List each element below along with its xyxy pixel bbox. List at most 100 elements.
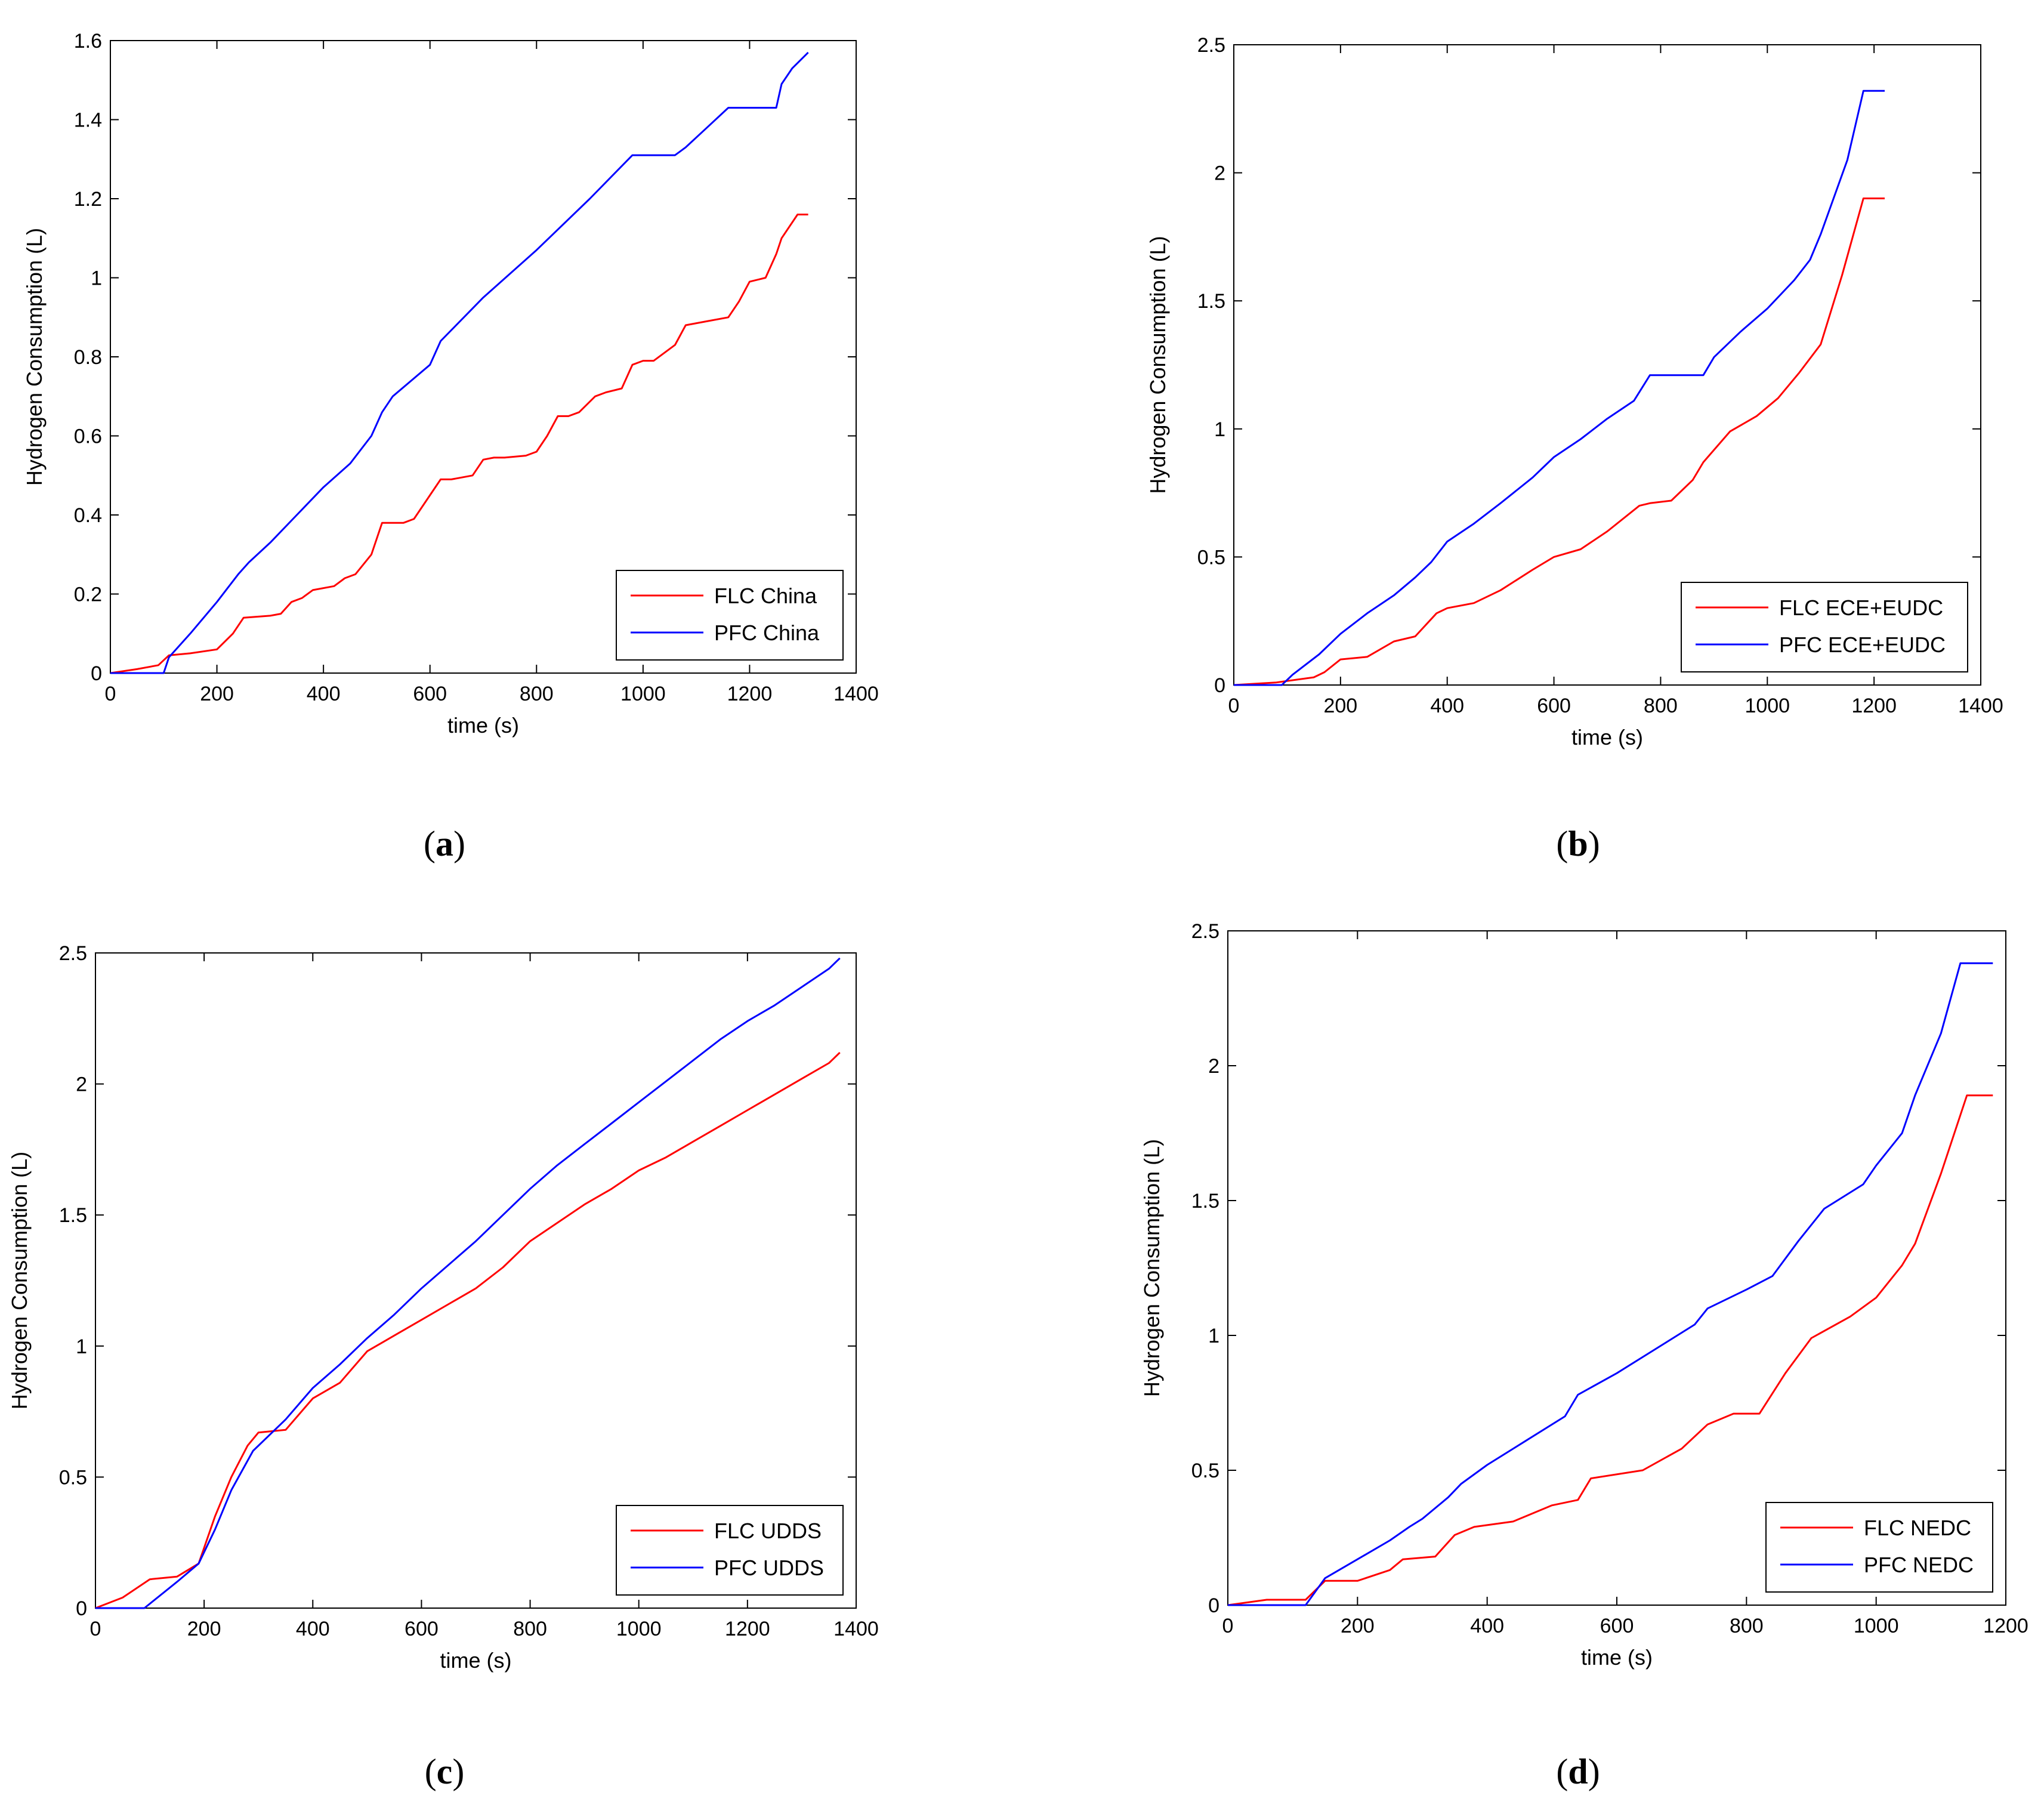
y-tick-label: 1.6 (74, 30, 102, 53)
x-tick-label: 800 (513, 1618, 547, 1640)
y-tick-label: 0.5 (1191, 1460, 1219, 1482)
legend: FLC UDDS PFC UDDS (616, 1505, 844, 1596)
series-line-flc-udds (95, 1051, 841, 1609)
y-tick-label: 1.4 (74, 109, 102, 132)
y-tick-label: 0.8 (74, 346, 102, 369)
y-axis-label: Hydrogen Consumption (L) (1140, 1139, 1164, 1397)
x-tick-label: 1000 (1854, 1615, 1899, 1637)
chart-d: 0 200 400 600 800 1000 1200 0 0.5 1 1.5 2 2.5 time (s… (1140, 920, 2028, 1670)
x-tick-label: 1400 (1958, 695, 2003, 717)
y-tick-label: 0.2 (74, 584, 102, 606)
y-tick-label: 0 (76, 1597, 87, 1620)
x-tick-label: 1400 (833, 1618, 879, 1640)
x-tick-label: 400 (1470, 1615, 1504, 1637)
x-tick-label: 200 (200, 683, 234, 705)
x-tick-label: 1200 (1983, 1615, 2028, 1637)
x-axis-label: time (s) (447, 713, 519, 738)
legend-box (1765, 1502, 1993, 1593)
x-tick-label: 200 (1323, 695, 1357, 717)
y-tick-label: 2.5 (1197, 34, 1225, 57)
caption-a: (a) (424, 824, 465, 863)
x-tick-label: 1000 (616, 1618, 662, 1640)
y-tick-label: 0 (91, 662, 102, 685)
x-tick-label: 400 (307, 683, 341, 705)
y-axis-label: Hydrogen Consumption (L) (1145, 236, 1170, 493)
series-line-flc-china (110, 214, 808, 674)
legend: FLC China PFC China (616, 570, 844, 661)
x-tick-label: 0 (90, 1618, 101, 1640)
chart-a: 0 200 400 600 800 1000 1200 1400 0 0.2 0.4 0.6 0.8 1 1… (22, 30, 879, 738)
y-axis-label: Hydrogen Consumption (L) (22, 228, 47, 486)
y-tick-label: 1.5 (1197, 290, 1225, 313)
y-tick-label: 2 (1208, 1055, 1219, 1078)
x-tick-label: 600 (413, 683, 447, 705)
x-tick-label: 800 (1644, 695, 1678, 717)
x-tick-label: 0 (1222, 1615, 1234, 1637)
y-tick-label: 1 (91, 267, 102, 290)
x-tick-label: 800 (1730, 1615, 1764, 1637)
x-tick-label: 600 (1600, 1615, 1634, 1637)
x-axis-label: time (s) (440, 1648, 512, 1673)
legend-box (616, 1505, 844, 1596)
y-tick-label: 1.5 (1191, 1190, 1219, 1212)
y-tick-label: 0 (1208, 1594, 1219, 1617)
x-tick-label: 1200 (727, 683, 773, 705)
x-tick-label: 1400 (833, 683, 879, 705)
plot-area (110, 40, 857, 674)
legend-label: FLC NEDC (1864, 1516, 1971, 1540)
series-line-flc-nedc (1227, 1094, 1993, 1606)
y-tick-label: 2 (1214, 162, 1225, 185)
y-tick-label: 0.6 (74, 425, 102, 448)
y-tick-label: 1.5 (59, 1204, 87, 1227)
legend-label: PFC UDDS (714, 1556, 824, 1580)
y-tick-label: 0.4 (74, 504, 102, 527)
legend: FLC NEDC PFC NEDC (1765, 1502, 1993, 1593)
plot-area (1227, 930, 2006, 1606)
x-tick-label: 1000 (620, 683, 666, 705)
x-tick-label: 200 (187, 1618, 221, 1640)
x-axis-label: time (s) (1581, 1645, 1653, 1670)
legend-label: FLC China (714, 584, 817, 608)
x-tick-label: 600 (405, 1618, 439, 1640)
plot-area (1233, 44, 1981, 686)
x-tick-label: 0 (1228, 695, 1240, 717)
series-line-pfc-nedc (1228, 962, 1993, 1606)
x-tick-label: 400 (296, 1618, 330, 1640)
caption-b: (b) (1556, 824, 1600, 863)
chart-b: 0 200 400 600 800 1000 1200 1400 0 0.5 1 1.5 2 2.5 tim… (1145, 34, 2003, 749)
y-tick-label: 1 (1208, 1325, 1219, 1347)
y-axis-label: Hydrogen Consumption (L) (7, 1152, 32, 1409)
series-line-pfc-ece-eudc (1234, 90, 1885, 686)
legend: FLC ECE+EUDC PFC ECE+EUDC (1681, 582, 1968, 672)
x-tick-label: 1200 (1851, 695, 1897, 717)
legend-label: PFC NEDC (1864, 1553, 1974, 1577)
legend-label: PFC ECE+EUDC (1779, 633, 1946, 657)
series-line-pfc-udds (95, 957, 841, 1609)
chart-c: 0 200 400 600 800 1000 1200 1400 0 0.5 1 1.5 2 2.5 tim… (7, 942, 879, 1673)
x-tick-label: 400 (1430, 695, 1464, 717)
y-tick-label: 2 (76, 1073, 87, 1096)
legend-label: FLC ECE+EUDC (1779, 596, 1943, 620)
y-tick-label: 0.5 (59, 1466, 87, 1489)
legend-box (616, 570, 844, 661)
y-tick-label: 2.5 (1191, 920, 1219, 943)
series-line-pfc-china (110, 51, 809, 674)
y-tick-label: 1.2 (74, 188, 102, 211)
x-tick-label: 600 (1537, 695, 1571, 717)
y-tick-label: 1 (76, 1335, 87, 1358)
y-tick-label: 1 (1214, 418, 1225, 441)
legend-box (1681, 582, 1968, 672)
x-tick-label: 0 (105, 683, 116, 705)
y-tick-label: 0.5 (1197, 546, 1225, 569)
x-axis-label: time (s) (1571, 725, 1643, 749)
legend-label: FLC UDDS (714, 1519, 822, 1543)
x-tick-label: 800 (520, 683, 554, 705)
x-tick-label: 1200 (725, 1618, 770, 1640)
y-tick-label: 2.5 (59, 942, 87, 965)
x-tick-label: 1000 (1744, 695, 1790, 717)
series-line-flc-ece-eudc (1233, 198, 1885, 686)
legend-label: PFC China (714, 621, 820, 645)
x-tick-label: 200 (1341, 1615, 1375, 1637)
caption-d: (d) (1556, 1752, 1600, 1791)
